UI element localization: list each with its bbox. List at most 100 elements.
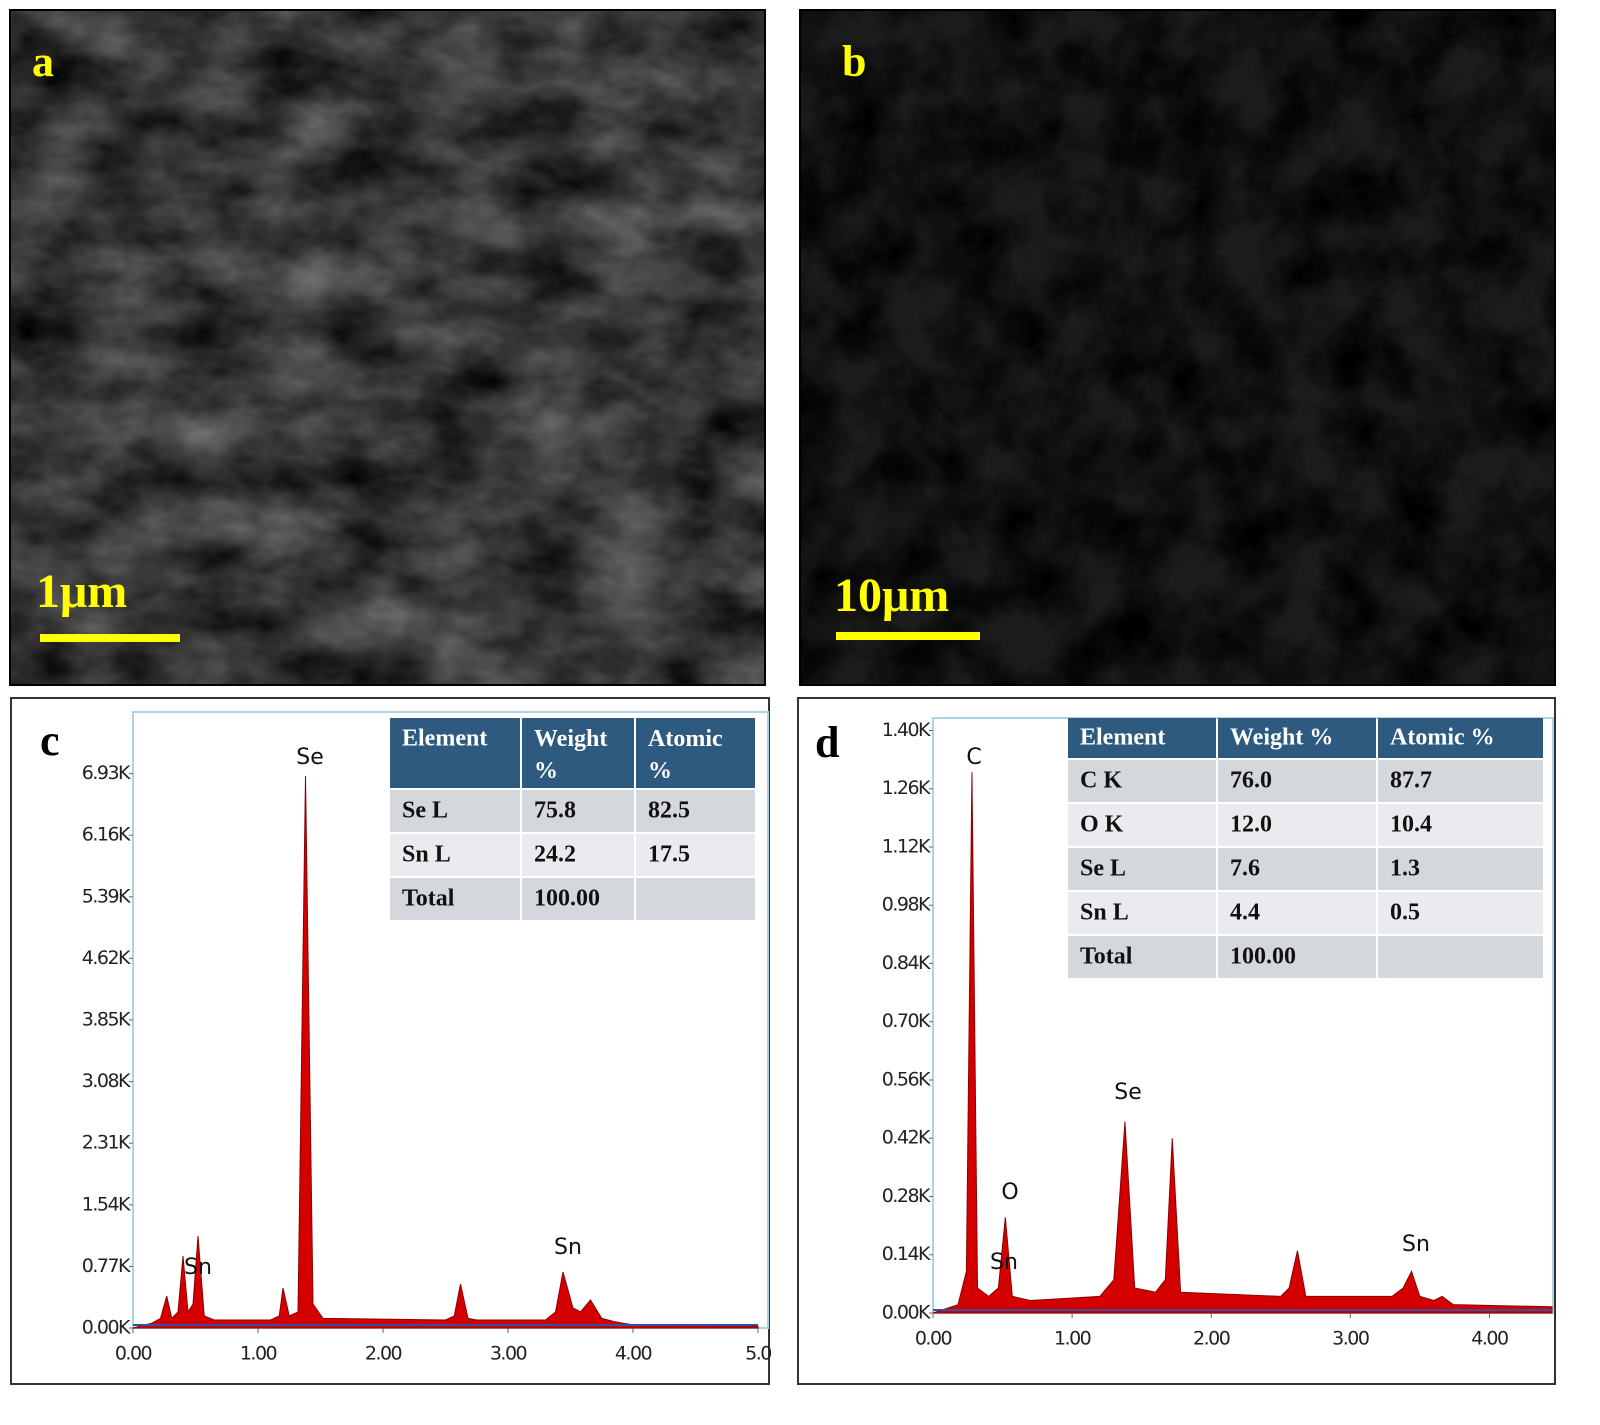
table-cell [1218,804,1376,846]
table-cell [1068,892,1216,934]
table-cell-text: 75.8 [534,798,576,824]
x-tick-label: 3.00 [490,1343,527,1365]
table-cell [522,834,634,876]
x-tick-label: 5.0 [745,1343,771,1365]
y-tick-label: 0.56K [882,1068,931,1090]
peak-label: C [966,745,981,770]
y-tick-label: 0.14K [882,1243,931,1265]
table-cell [1068,760,1216,802]
peak-label: Se [296,745,324,770]
y-tick-label: 1.54K [82,1193,131,1215]
panel-label: d [815,718,839,767]
table-cell [636,834,755,876]
peak-label: Sn [1402,1232,1430,1257]
table-header: Weight% [534,726,607,784]
y-tick-label: 6.16K [82,824,131,846]
table-cell-text: 82.5 [648,798,690,824]
table-cell [1378,892,1543,934]
table-cell-text: 76.0 [1230,768,1272,794]
table-cell-text: 1.3 [1390,856,1420,882]
table-cell [522,790,634,832]
peak-label: Sn [554,1235,582,1260]
peak-label: O [1001,1180,1018,1205]
x-tick-label: 2.00 [1193,1328,1230,1350]
table-cell [1068,936,1216,978]
x-tick-label: 1.00 [1054,1328,1091,1350]
table-cell-text: Sn L [402,842,451,868]
panel-label: a [32,37,54,86]
y-tick-label: 5.39K [82,885,131,907]
table-cell-text: Total [402,886,455,912]
sem-image-b [799,9,1556,686]
y-tick-label: 2.31K [82,1132,131,1154]
scale-bar-label: 10μm [834,569,949,622]
y-tick-label: 0.70K [882,1010,931,1032]
table-cell [390,834,520,876]
y-tick-label: 1.40K [882,719,931,741]
table-cell [1218,892,1376,934]
x-tick-label: 4.00 [615,1343,652,1365]
table-cell [390,790,520,832]
x-tick-label: 2.00 [365,1343,402,1365]
table-cell [636,790,755,832]
table-header: Element [402,726,487,752]
y-tick-label: 1.26K [882,777,931,799]
table-cell-text: 4.4 [1230,900,1260,926]
scale-bar-label: 1μm [36,565,127,618]
table-cell-text: 100.00 [1230,944,1296,970]
y-tick-label: 0.98K [882,894,931,916]
table-cell [1218,760,1376,802]
table-cell [1378,848,1543,890]
peak-label: Se [1114,1080,1142,1105]
table-header: Atomic% [648,726,723,784]
x-tick-label: 1.00 [240,1343,277,1365]
table-cell-text: 12.0 [1230,812,1272,838]
table-cell [390,878,520,920]
y-tick-label: 0.28K [882,1185,931,1207]
table-cell [636,878,755,920]
table-cell [522,878,634,920]
table-cell-text: Total [1080,944,1133,970]
y-tick-label: 0.84K [882,952,931,974]
table-header-cell [1068,718,1216,758]
table-header: Element [1080,725,1165,751]
sem-image-a [9,9,766,686]
y-tick-label: 3.08K [82,1070,131,1092]
y-tick-label: 0.77K [82,1255,131,1277]
table-cell-text: 7.6 [1230,856,1260,882]
table-header: Atomic % [1390,725,1495,751]
table-header: Weight % [1230,725,1333,751]
table-cell-text: 100.00 [534,886,600,912]
table-cell-text: Sn L [1080,900,1129,926]
table-cell-text: Se L [402,798,448,824]
panel-label: b [842,37,866,86]
panel-label: c [40,716,60,765]
table-cell-text: Se L [1080,856,1126,882]
peak-label: Sn [184,1255,212,1280]
x-tick-label: 4.00 [1471,1328,1508,1350]
table-cell [1378,804,1543,846]
table-cell [1218,848,1376,890]
table-cell-text: C K [1080,768,1122,794]
y-tick-label: 6.93K [82,762,131,784]
y-tick-label: 4.62K [82,947,131,969]
x-tick-label: 0.00 [915,1328,952,1350]
x-tick-label: 3.00 [1332,1328,1369,1350]
table-cell-text: 87.7 [1390,768,1432,794]
table-cell [1378,760,1543,802]
spectrum-area [132,775,759,1329]
y-tick-label: 0.42K [882,1127,931,1149]
x-tick-label: 0.00 [115,1343,152,1365]
table-cell [1068,804,1216,846]
panel-border [797,697,1556,1385]
table-header-cell [1218,718,1376,758]
table-cell-text: 17.5 [648,842,690,868]
table-header-cell [1378,718,1543,758]
spectrum-area [932,772,1553,1314]
peak-label: Sn [990,1250,1018,1275]
table-header-cell [390,718,520,788]
table-cell-text: 10.4 [1390,812,1432,838]
table-header-cell [522,718,634,788]
